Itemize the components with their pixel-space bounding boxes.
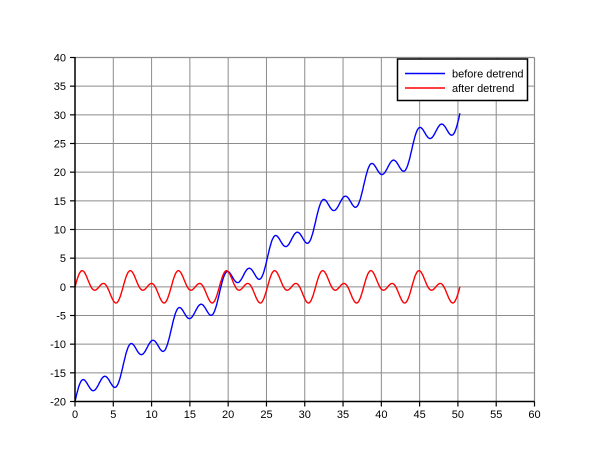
x-tick-label: 10 bbox=[145, 409, 157, 421]
y-tick-label: -15 bbox=[50, 368, 66, 380]
legend-label-before-detrend: before detrend bbox=[452, 69, 524, 81]
x-tick-label: 20 bbox=[222, 409, 234, 421]
data-series bbox=[74, 113, 461, 403]
y-tick-label: 0 bbox=[60, 282, 66, 294]
y-tick-label: -5 bbox=[56, 311, 66, 323]
y-tick-label: -10 bbox=[50, 339, 66, 351]
x-tick-label: 30 bbox=[299, 409, 311, 421]
y-tick-label: 40 bbox=[54, 53, 66, 65]
x-tick-label: 45 bbox=[414, 409, 426, 421]
x-tick-label: 0 bbox=[72, 409, 78, 421]
y-tick-label: 10 bbox=[54, 225, 66, 237]
y-tick-label: 5 bbox=[60, 253, 66, 265]
x-tick-label: 5 bbox=[110, 409, 116, 421]
y-tick-label: 30 bbox=[54, 110, 66, 122]
y-tick-labels: -20 -15 -10 -5 0 5 10 15 20 25 30 35 40 bbox=[50, 53, 66, 409]
legend-box bbox=[396, 58, 529, 102]
x-tick-labels: 0 5 10 15 20 25 30 35 40 45 50 55 60 bbox=[72, 409, 541, 421]
axes bbox=[70, 56, 536, 407]
y-tick-label: -20 bbox=[50, 397, 66, 409]
plot-box-border bbox=[75, 56, 536, 402]
y-tick-label: 20 bbox=[54, 167, 66, 179]
y-tick-label: 25 bbox=[54, 139, 66, 151]
x-tick-label: 55 bbox=[490, 409, 502, 421]
series-line-before-detrend bbox=[74, 113, 461, 403]
x-tick-label: 35 bbox=[337, 409, 349, 421]
grid-lines bbox=[75, 57, 535, 402]
legend: before detrend after detrend bbox=[396, 58, 529, 102]
legend-label-after-detrend: after detrend bbox=[452, 83, 514, 95]
y-tick-label: 15 bbox=[54, 196, 66, 208]
series-line-after-detrend bbox=[74, 270, 461, 304]
x-tick-label: 25 bbox=[260, 409, 272, 421]
x-tick-label: 40 bbox=[375, 409, 387, 421]
x-tick-label: 15 bbox=[184, 409, 196, 421]
x-tick-label: 50 bbox=[452, 409, 464, 421]
x-tick-label: 60 bbox=[528, 409, 540, 421]
y-tick-label: 35 bbox=[54, 81, 66, 93]
